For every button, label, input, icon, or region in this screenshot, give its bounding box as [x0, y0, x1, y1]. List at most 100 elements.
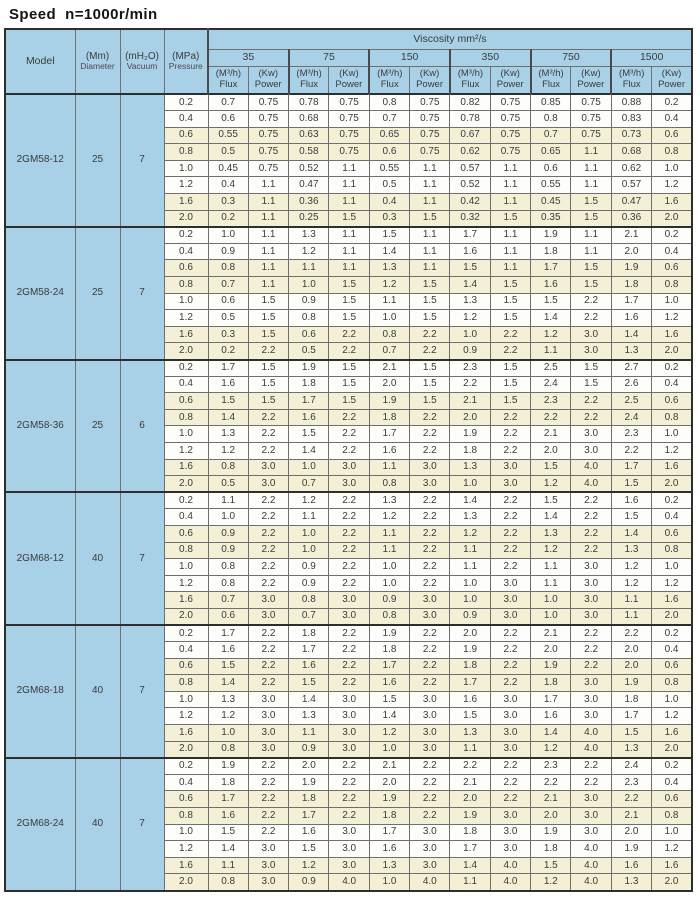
value-cell: 1.4: [288, 690, 330, 709]
value-cell: 2.0: [449, 624, 491, 643]
value-cell: 1.1: [247, 242, 290, 261]
value-cell: 1.2: [368, 724, 411, 742]
value-cell: 1.7: [207, 790, 249, 809]
value-cell: 1.1: [449, 740, 491, 759]
table-body: 2GM58-12 25 7 0.2 0.7 0.75 0.78 0.75 0.8 0.75 0.82…: [4, 93, 693, 891]
diameter-cell: 25: [74, 358, 121, 493]
value-cell: 1.7: [449, 674, 491, 692]
value-cell: 0.9: [288, 873, 330, 891]
value-cell: 0.55: [530, 176, 572, 195]
value-cell: 2.2: [570, 392, 612, 410]
value-cell: 3.0: [409, 724, 451, 742]
table-row: 1.0 1.3 2.2 1.5 2.2 1.7 2.2 1.9 2.2 2.1 3.0 2.3 1.0: [5, 425, 693, 443]
value-cell: 0.68: [610, 143, 653, 161]
value-cell: 2.2: [570, 756, 612, 775]
value-cell: 1.1: [288, 724, 330, 742]
value-cell: 1.5: [489, 392, 532, 410]
value-cell: 1.6: [368, 674, 411, 692]
value-cell: 1.2: [530, 475, 572, 493]
value-cell: 2.3: [610, 773, 653, 792]
model-cell: 2GM58-12: [4, 93, 76, 228]
value-cell: 0.4: [651, 242, 693, 261]
viscosity-value: 75: [287, 48, 370, 67]
value-cell: 0.4: [368, 193, 411, 211]
value-cell: 3.0: [409, 591, 451, 609]
value-cell: 0.63: [288, 126, 330, 145]
value-cell: 1.6: [651, 193, 693, 211]
value-cell: 2.1: [610, 807, 653, 825]
value-cell: 2.2: [530, 773, 572, 792]
value-cell: 2.2: [247, 624, 290, 643]
diameter-unit-label: (Mm): [85, 50, 110, 62]
value-cell: 1.1: [489, 193, 532, 211]
table-row: 2GM68-18 40 7 0.2 1.7 2.2 1.8 2.2 1.9 2.2 2.0 2.2 2.…: [4, 624, 693, 759]
value-cell: 0.8: [288, 591, 330, 609]
value-cell: 2.1: [610, 225, 653, 244]
table-row: 0.4 0.9 1.1 1.2 1.1 1.4 1.1 1.6 1.1 1.8 1.1 2.0 0.4: [5, 242, 693, 261]
value-cell: 2.2: [489, 641, 532, 659]
value-cell: 3.0: [409, 856, 451, 875]
pressure-value-cell: 0.4: [163, 508, 209, 526]
value-cell: 2.2: [328, 441, 370, 460]
value-cell: 3.0: [247, 740, 290, 759]
value-cell: 3.0: [247, 591, 290, 609]
value-cell: 2.2: [328, 342, 370, 360]
value-cell: 2.2: [489, 773, 532, 792]
value-cell: 0.2: [651, 225, 693, 244]
value-cell: 1.1: [610, 607, 653, 626]
value-cell: 1.1: [409, 242, 451, 261]
value-cell: 1.2: [530, 541, 572, 560]
value-cell: 1.0: [530, 607, 572, 626]
value-cell: 2.2: [409, 624, 451, 643]
value-cell: 2.2: [409, 674, 451, 692]
value-cell: 0.8: [651, 674, 693, 692]
value-cell: 1.9: [449, 807, 491, 825]
value-cell: 3.0: [570, 674, 612, 692]
value-cell: 1.0: [449, 591, 491, 609]
value-cell: 2.2: [489, 524, 532, 543]
value-cell: 4.0: [570, 856, 612, 875]
pressure-value-cell: 0.2: [163, 491, 209, 510]
value-cell: 2.2: [570, 309, 612, 327]
value-cell: 1.9: [610, 674, 653, 692]
value-cell: 1.7: [288, 392, 330, 410]
value-cell: 1.5: [449, 707, 491, 726]
pressure-value-cell: 0.4: [163, 375, 209, 394]
value-cell: 2.0: [610, 641, 653, 659]
value-cell: 1.9: [288, 358, 330, 377]
value-cell: 2.2: [328, 541, 370, 560]
value-cell: 1.5: [570, 209, 612, 228]
value-cell: 2.2: [409, 541, 451, 560]
value-cell: 1.5: [610, 508, 653, 526]
value-cell: 2.5: [610, 392, 653, 410]
value-cell: 3.0: [489, 823, 532, 842]
value-cell: 0.75: [328, 93, 370, 112]
value-cell: 1.2: [368, 508, 411, 526]
value-cell: 3.0: [570, 823, 612, 842]
pressure-value-cell: 0.8: [163, 674, 209, 692]
table-row: 1.6 0.8 3.0 1.0 3.0 1.1 3.0 1.3 3.0 1.5 4.0 1.7 1.6: [5, 458, 693, 477]
value-cell: 1.5: [489, 375, 532, 394]
value-cell: 0.75: [489, 110, 532, 128]
value-cell: 1.1: [570, 225, 612, 244]
value-cell: 2.2: [409, 508, 451, 526]
pressure-value-cell: 1.6: [163, 724, 209, 742]
value-cell: 1.3: [288, 707, 330, 726]
col-header-model: Model: [4, 28, 76, 95]
value-cell: 3.0: [570, 325, 612, 344]
value-cell: 3.0: [570, 574, 612, 593]
value-cell: 0.75: [409, 143, 451, 161]
value-cell: 1.5: [247, 392, 290, 410]
value-cell: 2.2: [328, 524, 370, 543]
value-cell: 1.0: [530, 591, 572, 609]
value-cell: 1.7: [368, 823, 411, 842]
value-cell: 0.75: [409, 126, 451, 145]
value-cell: 0.52: [449, 176, 491, 195]
value-cell: 1.6: [651, 856, 693, 875]
value-cell: 2.0: [651, 740, 693, 759]
value-cell: 1.9: [610, 840, 653, 858]
pressure-value-cell: 1.2: [163, 707, 209, 726]
value-cell: 2.2: [409, 325, 451, 344]
value-cell: 1.2: [288, 856, 330, 875]
value-cell: 1.6: [651, 458, 693, 477]
